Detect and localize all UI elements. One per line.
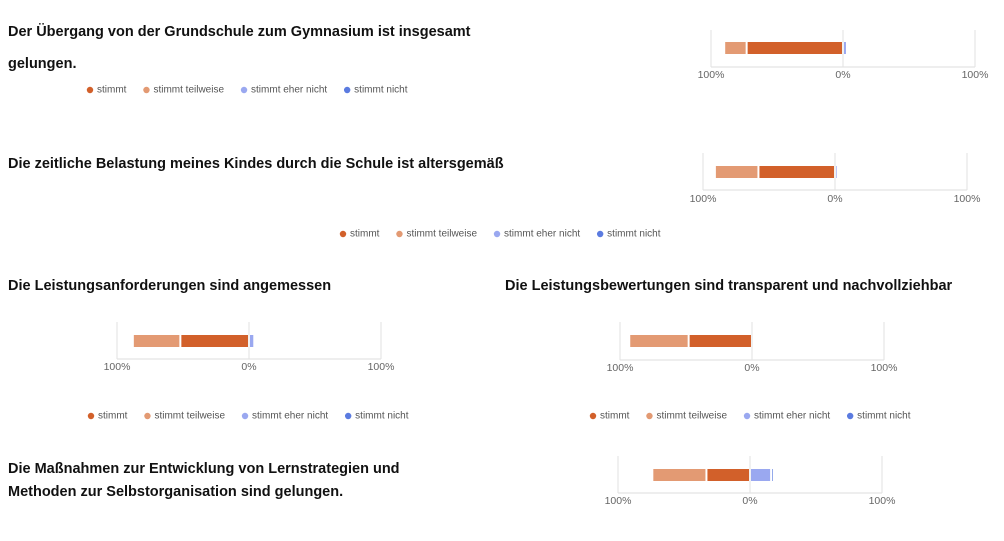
x-tick-label: 100%	[871, 362, 898, 374]
legend-label: stimmt nicht	[607, 229, 661, 240]
legend-marker	[240, 86, 248, 94]
legend-marker	[596, 230, 604, 238]
bar-segment	[181, 335, 248, 347]
legend-marker	[396, 230, 403, 238]
legend-label: stimmt nicht	[354, 85, 408, 96]
bar-segment	[689, 335, 751, 347]
legend-marker	[241, 412, 249, 420]
legend-label: stimmt teilweise	[656, 411, 727, 422]
legend-marker	[589, 412, 597, 420]
x-tick-label: 0%	[241, 361, 256, 373]
bar-segment	[751, 469, 771, 481]
bar-segment	[653, 469, 706, 481]
bar-segment	[747, 42, 842, 54]
legend-label: stimmt nicht	[355, 411, 409, 422]
bar-segment	[630, 335, 688, 347]
x-tick-label: 0%	[742, 495, 757, 507]
legend-marker	[743, 412, 751, 420]
x-tick-label: 0%	[744, 362, 759, 374]
x-tick-label: 0%	[827, 193, 842, 205]
x-tick-label: 100%	[605, 495, 632, 507]
x-tick-label: 0%	[835, 69, 850, 81]
legend-marker	[339, 230, 347, 238]
bar-segment	[715, 166, 758, 178]
legend-label: stimmt teilweise	[406, 229, 477, 240]
x-tick-label: 100%	[607, 362, 634, 374]
legend-marker	[87, 412, 95, 420]
chart-title: Die zeitliche Belastung meines Kindes du…	[8, 156, 504, 172]
legend-marker	[343, 86, 351, 94]
legend-marker	[344, 412, 352, 420]
bar-segment	[759, 166, 834, 178]
bar-segment	[707, 469, 749, 481]
legend-label: stimmt eher nicht	[754, 411, 830, 422]
legend-label: stimmt teilweise	[154, 411, 225, 422]
legend-label: stimmt	[600, 411, 630, 422]
legend-label: stimmt	[97, 85, 127, 96]
bar-segment	[133, 335, 180, 347]
legend-label: stimmt	[350, 229, 380, 240]
x-tick-label: 100%	[698, 69, 725, 81]
bar-segment	[250, 335, 254, 347]
legend-marker	[144, 412, 151, 420]
x-tick-label: 100%	[690, 193, 717, 205]
chart-title: Die Leistungsanforderungen sind angemess…	[8, 278, 332, 294]
legend-label: stimmt eher nicht	[252, 411, 328, 422]
legend-marker	[646, 412, 653, 420]
bar-segment	[725, 42, 746, 54]
chart-title: Die Leistungsbewertungen sind transparen…	[505, 278, 953, 294]
x-tick-label: 100%	[104, 361, 131, 373]
bar-segment	[844, 42, 846, 54]
bar-segment	[772, 469, 773, 481]
legend-label: stimmt	[98, 411, 128, 422]
x-tick-label: 100%	[962, 69, 989, 81]
chart-title: Der Übergang von der Grundschule zum Gym…	[8, 24, 471, 72]
chart-title: Die Maßnahmen zur Entwicklung von Lernst…	[8, 461, 400, 500]
legend-label: stimmt teilweise	[153, 85, 224, 96]
legend-label: stimmt nicht	[857, 411, 911, 422]
legend-marker	[143, 86, 150, 94]
legend-marker	[846, 412, 854, 420]
x-tick-label: 100%	[954, 193, 981, 205]
legend-marker	[493, 230, 501, 238]
legend-label: stimmt eher nicht	[504, 229, 580, 240]
x-tick-label: 100%	[368, 361, 395, 373]
legend-marker	[86, 86, 94, 94]
bar-segment	[836, 166, 837, 178]
x-tick-label: 100%	[869, 495, 896, 507]
legend-label: stimmt eher nicht	[251, 85, 327, 96]
